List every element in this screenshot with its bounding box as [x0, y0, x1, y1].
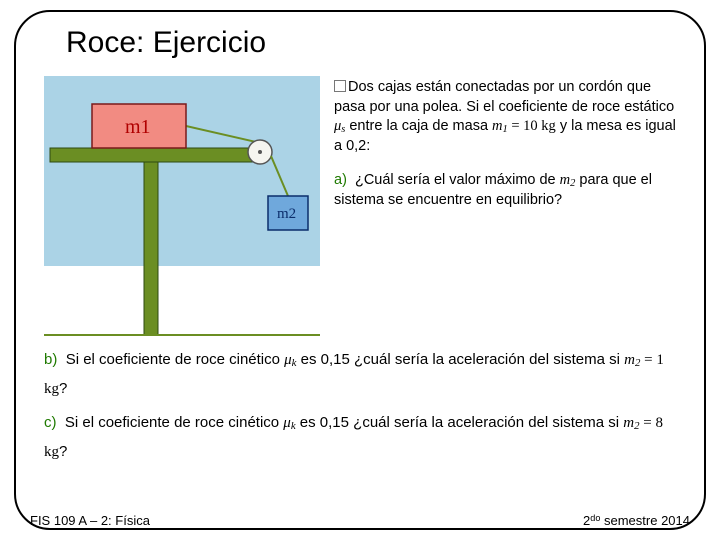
box-m1-label: m1 [125, 116, 151, 138]
footer-right-post: semestre 2014 [600, 513, 690, 528]
b-mid: es 0,15 ¿cuál sería la aceleración del s… [296, 351, 624, 368]
question-c: c) Si el coeficiente de roce cinético μk… [44, 409, 684, 466]
problem-statement: Dos cajas están conectadas por un cordón… [334, 76, 684, 336]
slide-title: Roce: Ejercicio [66, 26, 266, 60]
intro-paragraph: Dos cajas están conectadas por un cordón… [334, 78, 684, 157]
c-pre: Si el coeficiente de roce cinético [65, 414, 283, 431]
c-mid: es 0,15 ¿cuál sería la aceleración del s… [296, 414, 624, 431]
pulley-center [258, 150, 262, 154]
footer-right-sup: do [590, 513, 600, 523]
diagram-svg: m1 m2 [44, 76, 320, 336]
slide: Roce: Ejercicio [0, 0, 720, 540]
a-m2-var: m [560, 172, 570, 188]
label-a: a) [334, 172, 347, 188]
top-row: m1 m2 Dos cajas están conectadas por un … [44, 76, 684, 336]
label-b: b) [44, 351, 57, 368]
intro-mid: entre la caja de masa [345, 118, 492, 134]
c-post: ? [59, 443, 67, 460]
b-pre: Si el coeficiente de roce cinético [66, 351, 284, 368]
footer-left: FIS 109 A – 2: Física [30, 513, 150, 528]
questions-block: b) Si el coeficiente de roce cinético μk… [44, 346, 684, 466]
box-m2-label: m2 [277, 206, 296, 222]
table-leg [144, 162, 158, 336]
b-m2-var: m [624, 352, 635, 368]
footer-right: 2do semestre 2014 [583, 513, 690, 528]
m1-eq: = 10 kg [508, 118, 556, 134]
c-m2-var: m [623, 415, 634, 431]
table-top [50, 148, 256, 162]
intro-pre: Dos cajas están conectadas por un cordón… [334, 79, 674, 115]
bullet-icon [334, 80, 346, 92]
question-b: b) Si el coeficiente de roce cinético μk… [44, 346, 684, 403]
m1-var: m [492, 118, 502, 134]
physics-diagram: m1 m2 [44, 76, 320, 336]
c-mu: μ [283, 415, 291, 431]
b-mu: μ [284, 352, 292, 368]
b-post: ? [59, 380, 67, 397]
content-area: m1 m2 Dos cajas están conectadas por un … [44, 76, 684, 472]
a-pre: ¿Cuál sería el valor máximo de [355, 172, 560, 188]
label-c: c) [44, 414, 57, 431]
question-a: a) ¿Cuál sería el valor máximo de m2 par… [334, 171, 684, 211]
